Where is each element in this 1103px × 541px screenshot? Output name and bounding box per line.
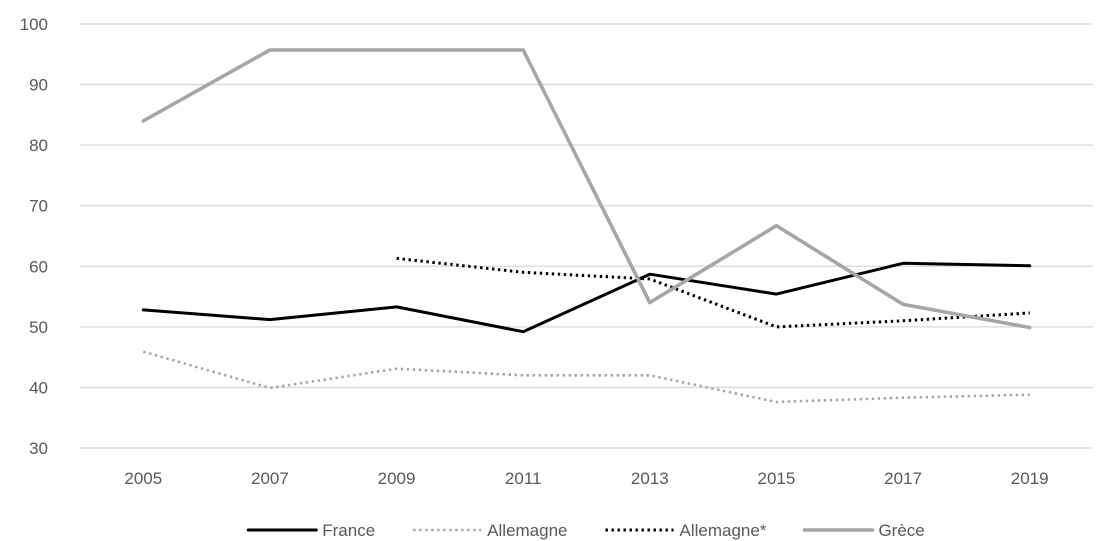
y-axis-tick-labels: 30 40 50 60 70 80 90 100 (20, 15, 48, 458)
x-tick-label: 2019 (1011, 469, 1049, 488)
legend: France Allemagne Allemagne* Grèce (246, 521, 925, 540)
series-line-2 (396, 256, 1030, 329)
x-tick-label: 2009 (378, 469, 416, 488)
legend-label: Grèce (878, 521, 924, 540)
gridlines (80, 23, 1093, 449)
y-tick-label: 80 (29, 136, 48, 155)
x-tick-label: 2015 (758, 469, 796, 488)
y-tick-label: 30 (29, 439, 48, 458)
x-tick-label: 2005 (124, 469, 162, 488)
legend-label: Allemagne (487, 521, 567, 540)
y-tick-label: 90 (29, 76, 48, 95)
legend-item: Allemagne (413, 521, 568, 540)
legend-label: France (322, 521, 375, 540)
legend-item: Allemagne* (605, 521, 767, 540)
series-line-1 (142, 350, 1030, 404)
x-tick-label: 2017 (884, 469, 922, 488)
series-line-3 (141, 48, 1032, 330)
y-tick-label: 40 (29, 378, 48, 397)
x-tick-label: 2011 (505, 469, 542, 488)
series-line-0 (141, 261, 1032, 334)
series-lines (141, 48, 1032, 404)
legend-item: France (246, 521, 375, 540)
legend-item: Grèce (802, 521, 925, 540)
y-tick-label: 60 (29, 257, 48, 276)
legend-label: Allemagne* (680, 521, 767, 540)
x-tick-label: 2013 (631, 469, 669, 488)
y-tick-label: 50 (29, 318, 48, 337)
x-tick-label: 2007 (251, 469, 289, 488)
y-tick-label: 70 (29, 197, 48, 216)
x-axis-tick-labels: 2005 2007 2009 2011 2013 2015 2017 2019 (124, 469, 1048, 488)
y-tick-label: 100 (20, 15, 48, 34)
